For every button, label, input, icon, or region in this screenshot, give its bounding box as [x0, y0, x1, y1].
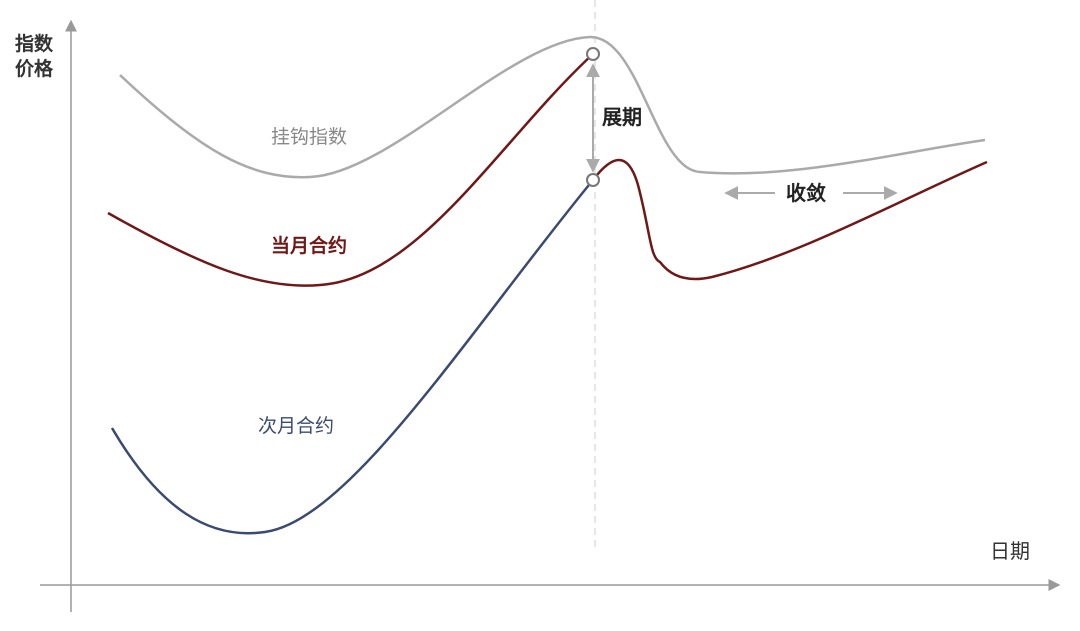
index-curve-label: 挂钩指数 — [271, 126, 347, 148]
next-month-curve — [110, 179, 594, 535]
y-axis-label-line1: 指数 — [15, 32, 54, 55]
convergence-label: 收敛 — [786, 181, 826, 205]
current-month-curve-label: 当月合约 — [271, 234, 347, 257]
y-axis-label-line2: 价格 — [15, 57, 54, 80]
current-month-roll-point — [586, 47, 600, 61]
index-curve — [119, 35, 986, 179]
next-month-curve-label: 次月合约 — [258, 415, 334, 437]
current-month-curve — [107, 53, 594, 287]
rollover-label: 展期 — [602, 105, 642, 129]
x-axis-label: 日期 — [990, 539, 1030, 563]
next-month-roll-point — [586, 173, 600, 187]
current-month-curve-after-roll — [592, 158, 988, 281]
